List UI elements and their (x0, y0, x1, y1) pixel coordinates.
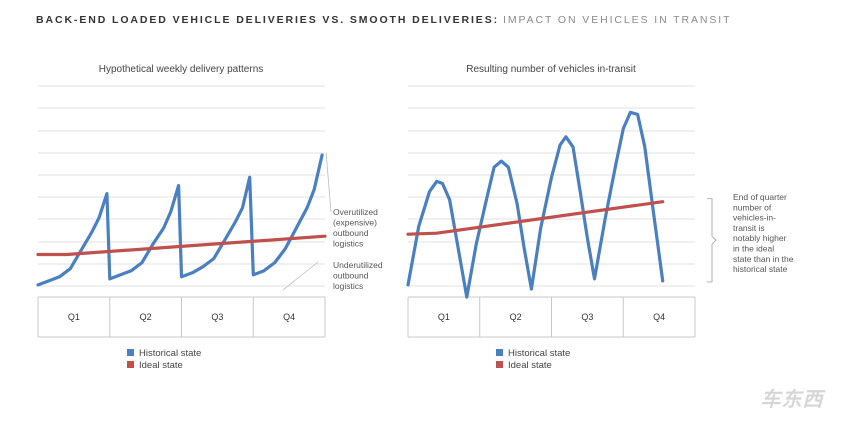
annotation-leader-line (282, 261, 319, 291)
annotation-line: state than in the (733, 254, 794, 264)
annotation-line: in the ideal (733, 244, 774, 254)
annotation-leader-line (325, 152, 332, 213)
annotation-line: End of quarter (733, 192, 787, 202)
series-lines (406, 110, 665, 299)
series-line-historical-state (36, 153, 324, 287)
legend-swatch-historical (127, 349, 134, 356)
annotation-end-of-quarter: End of quarter number of vehicles-in-trans… (733, 192, 794, 274)
legend-label-historical: Historical state (139, 348, 201, 359)
annotations: Overutilized (expensive) outbound logistics… (282, 152, 383, 291)
annotation-line: (expensive) (333, 218, 377, 228)
annotation-underutilized: Underutilized outbound logistics (333, 260, 383, 291)
tick-label-q1: Q1 (68, 312, 80, 322)
annotation-overutilized: Overutilized (expensive) outbound logistics (333, 207, 378, 249)
series-line-historical-state (406, 110, 665, 299)
legend-label-ideal: Ideal state (139, 360, 183, 371)
annotation-line: logistics (333, 239, 363, 249)
annotation-line: logistics (333, 281, 363, 291)
tick-label-q3: Q3 (211, 312, 223, 322)
legend-label-ideal: Ideal state (508, 360, 552, 371)
chart-title: Hypothetical weekly delivery patterns (99, 64, 264, 75)
legend: Historical state Ideal state (127, 348, 201, 371)
annotation-line: notably higher (733, 233, 787, 243)
legend-swatch-ideal (127, 361, 134, 368)
series-lines (36, 153, 327, 287)
category-axis: Q1 Q2 Q3 Q4 (407, 296, 696, 338)
tick-label-q4: Q4 (653, 312, 665, 322)
figure-title-sub: IMPACT ON VEHICLES IN TRANSIT (503, 14, 731, 26)
series-line-ideal-state (406, 200, 665, 236)
tick-label-q1: Q1 (438, 312, 450, 322)
annotation-line: vehicles-in- (733, 213, 776, 223)
annotation-line: Underutilized (333, 260, 383, 270)
vehicles-in-transit-chart: Resulting number of vehicles in-transit … (406, 64, 794, 371)
legend-swatch-historical (496, 349, 503, 356)
legend-label-historical: Historical state (508, 348, 570, 359)
annotations: End of quarter number of vehicles-in-trans… (707, 192, 794, 283)
annotation-line: transit is (733, 223, 765, 233)
legend-swatch-ideal (496, 361, 503, 368)
gridlines (408, 85, 695, 287)
category-axis: Q1 Q2 Q3 Q4 (37, 296, 326, 338)
tick-label-q2: Q2 (140, 312, 152, 322)
chart-title: Resulting number of vehicles in-transit (466, 64, 636, 75)
legend: Historical state Ideal state (496, 348, 570, 371)
annotation-bracket (707, 198, 717, 283)
annotation-line: number of (733, 202, 772, 212)
tick-label-q3: Q3 (581, 312, 593, 322)
annotation-line: outbound (333, 271, 369, 281)
figure-title-main: BACK-END LOADED VEHICLE DELIVERIES VS. S… (36, 14, 499, 26)
tick-label-q4: Q4 (283, 312, 295, 322)
series-line-ideal-state (36, 234, 327, 257)
figure-title: BACK-END LOADED VEHICLE DELIVERIES VS. S… (36, 14, 731, 26)
annotation-line: historical state (733, 264, 788, 274)
tick-label-q2: Q2 (510, 312, 522, 322)
annotation-line: outbound (333, 228, 369, 238)
watermark-logo: 车东西 (761, 388, 827, 411)
annotation-line: Overutilized (333, 207, 378, 217)
delivery-patterns-chart: Hypothetical weekly delivery patterns Q1… (36, 64, 383, 371)
